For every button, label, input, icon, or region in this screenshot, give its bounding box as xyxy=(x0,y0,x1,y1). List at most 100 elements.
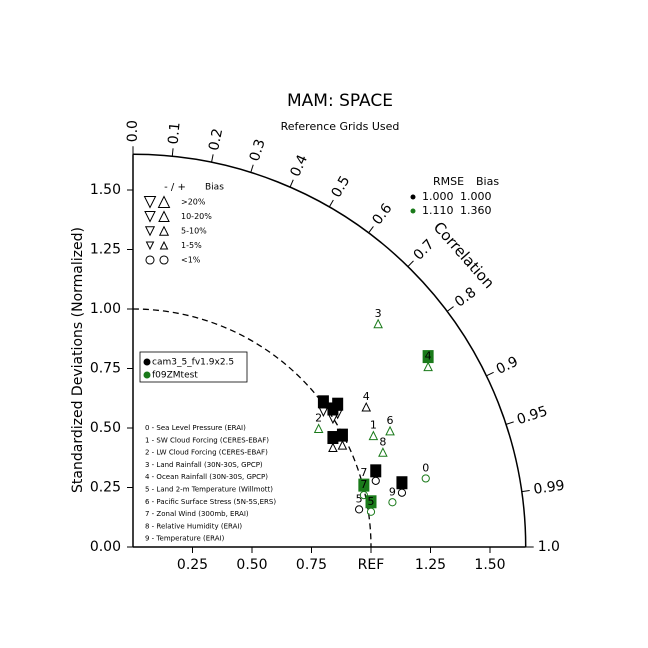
correlation-label: Correlation xyxy=(430,218,498,292)
bias-row: 10-20% xyxy=(181,212,212,221)
bias-marker xyxy=(313,423,324,433)
y-tick-label: 1.25 xyxy=(90,242,121,258)
bias-row: <1% xyxy=(181,256,201,265)
correlation-tick xyxy=(521,489,530,493)
x-tick-label: 1.50 xyxy=(474,557,505,573)
point-label: 3 xyxy=(375,307,382,320)
y-tick-label: 0.75 xyxy=(90,361,121,377)
correlation-tick-label: 0.2 xyxy=(206,127,226,152)
outer-arc xyxy=(132,153,527,548)
bias-marker xyxy=(373,318,383,329)
point-label: 7 xyxy=(360,478,367,491)
correlation-tick xyxy=(505,421,514,425)
correlation-tick-label: 0.99 xyxy=(533,478,566,498)
y-axis-label: Standardized Deviations (Normalized) xyxy=(70,227,86,493)
correlation-tick-label: 0.7 xyxy=(411,236,438,263)
legend-label: cam3_5_fv1.9x2.5 xyxy=(152,358,234,368)
point-label: 6 xyxy=(387,414,394,427)
bias-marker xyxy=(421,474,430,483)
stats-dot xyxy=(410,194,416,200)
y-tick-label: 1.50 xyxy=(90,182,121,198)
case-label: 3 - Land Rainfall (30N-30S, GPCP) xyxy=(145,461,263,469)
point-box xyxy=(396,476,408,490)
point-label: 4 xyxy=(363,390,370,403)
correlation-tick xyxy=(486,371,494,377)
case-label: 4 - Ocean Rainfall (30N-30S, GPCP) xyxy=(145,473,268,481)
correlation-tick-label: 0.5 xyxy=(328,173,353,200)
point-label: 0 xyxy=(422,461,429,474)
correlation-tick-label: 0.1 xyxy=(166,121,184,145)
correlation-tick xyxy=(211,154,214,163)
correlation-tick-label: 1.0 xyxy=(538,539,560,555)
stats-header: Bias xyxy=(476,175,499,188)
point-label: 3 xyxy=(329,402,336,415)
bias-row: >20% xyxy=(181,198,206,207)
correlation-tick xyxy=(407,260,414,267)
correlation-tick-label: 0.0 xyxy=(125,120,141,142)
point-box xyxy=(370,464,382,478)
point-box xyxy=(365,495,377,509)
x-tick-label: 1.25 xyxy=(415,557,446,573)
bias-marker xyxy=(158,225,170,236)
y-tick-label: 1.00 xyxy=(90,301,121,317)
point-label: 8 xyxy=(379,435,386,448)
bias-marker xyxy=(361,401,372,412)
bias-marker xyxy=(337,440,348,450)
bias-marker xyxy=(388,498,397,507)
bias-marker xyxy=(397,488,407,497)
stats-bias: 1.360 xyxy=(460,204,492,217)
bias-marker xyxy=(159,255,169,265)
bias-marker xyxy=(423,361,433,372)
case-label: 6 - Pacific Surface Stress (5N-5S,ERS) xyxy=(145,498,276,506)
correlation-tick xyxy=(171,148,174,157)
point-label: 0 xyxy=(372,464,379,477)
x-tick-label: 0.25 xyxy=(177,557,208,573)
correlation-tick-label: 0.6 xyxy=(369,201,395,228)
bias-marker xyxy=(328,442,338,453)
chart-subtitle: Reference Grids Used xyxy=(281,120,400,133)
case-label: 9 - Temperature (ERAI) xyxy=(145,535,225,543)
reference-arc xyxy=(132,308,372,548)
point-label: 9 xyxy=(398,476,405,489)
correlation-tick xyxy=(289,179,294,188)
point-box xyxy=(422,350,434,364)
point-label: 1 xyxy=(370,419,377,432)
point-label: 2 xyxy=(315,411,322,424)
point-box xyxy=(336,428,348,442)
chart-title: MAM: SPACE xyxy=(287,91,393,111)
stats-dot xyxy=(410,208,416,214)
bias-marker xyxy=(157,195,171,208)
point-box xyxy=(358,478,370,492)
correlation-tick-label: 0.4 xyxy=(288,152,312,179)
bias-marker xyxy=(355,505,364,514)
bias-marker xyxy=(159,240,169,250)
bias-header: Bias xyxy=(205,183,224,193)
stats-rmse: 1.000 xyxy=(422,190,454,203)
bias-row: 1-5% xyxy=(181,241,202,250)
point-label: 9 xyxy=(389,485,396,498)
point-label: 8 xyxy=(339,428,346,441)
legend-dot xyxy=(143,358,151,366)
point-label: 1 xyxy=(320,395,327,408)
x-tick-label: 0.75 xyxy=(296,557,327,573)
point-label: 5 xyxy=(368,495,375,508)
bias-marker xyxy=(143,196,157,209)
bias-marker xyxy=(366,507,376,516)
bias-marker xyxy=(144,226,156,237)
case-label: 1 - SW Cloud Forcing (CERES-EBAF) xyxy=(145,436,269,444)
correlation-tick xyxy=(250,164,254,173)
bias-marker xyxy=(158,210,170,222)
stats-header: RMSE xyxy=(433,175,464,188)
x-tick-label: 0.50 xyxy=(236,557,267,573)
correlation-tick-label: 0.9 xyxy=(494,354,521,378)
legend-dot xyxy=(143,371,151,379)
point-box xyxy=(317,395,329,409)
correlation-tick-label: 0.3 xyxy=(247,137,269,163)
y-tick-label: 0.50 xyxy=(90,420,121,436)
correlation-tick xyxy=(368,226,374,234)
bias-marker xyxy=(378,447,388,457)
correlation-tick-label: 0.95 xyxy=(515,403,550,428)
point-box xyxy=(327,402,339,416)
bias-marker xyxy=(145,241,155,251)
